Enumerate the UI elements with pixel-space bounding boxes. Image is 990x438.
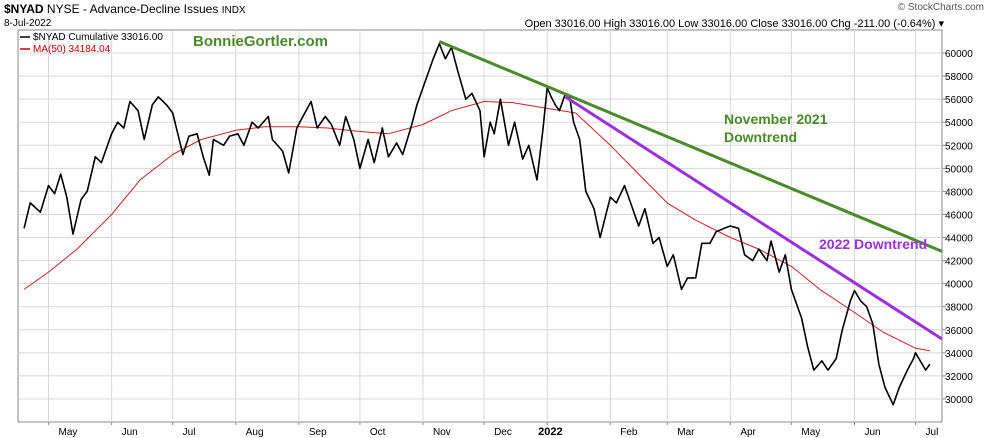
ma50-line	[23, 101, 930, 352]
x-tick-label: Jun	[864, 427, 880, 438]
exchange-label: INDX	[221, 5, 246, 16]
november-2021-downtrend-line	[438, 40, 943, 253]
y-tick-label: 32000	[945, 372, 973, 383]
nyad-cumulative-line	[23, 43, 931, 406]
x-tick-label: Jul	[183, 427, 196, 438]
y-tick-label: 58000	[945, 72, 973, 83]
watermark: © StockCharts.com	[897, 2, 984, 13]
x-tick-label: May	[801, 427, 820, 438]
y-tick-label: 36000	[945, 326, 973, 337]
x-tick-label: Feb	[620, 427, 638, 438]
legend-label: MA(50) 34184.04	[33, 44, 111, 55]
legend-label: $NYAD Cumulative 33016.00	[33, 32, 163, 43]
symbol-description: NYSE - Advance-Decline Issues	[46, 2, 219, 16]
chart-symbol: $NYAD NYSE - Advance-Decline Issues INDX	[4, 2, 246, 16]
y-tick-label: 54000	[945, 118, 973, 129]
y-tick-label: 56000	[945, 95, 973, 106]
x-tick-label: Mar	[677, 427, 695, 438]
y-tick-label: 44000	[945, 234, 973, 245]
y-tick-label: 50000	[945, 164, 973, 175]
symbol-label: $NYAD	[4, 2, 44, 16]
y-tick-label: 34000	[945, 349, 973, 360]
x-tick-label: 2022	[538, 426, 562, 438]
x-tick-label: Dec	[494, 427, 512, 438]
y-tick-label: 52000	[945, 141, 973, 152]
x-tick-label: Aug	[246, 427, 264, 438]
x-tick-label: Apr	[740, 427, 756, 438]
x-tick-label: Jun	[122, 427, 138, 438]
november-2021-downtrend-label: Downtrend	[724, 129, 797, 145]
x-tick-label: May	[59, 427, 78, 438]
site-annotation: BonnieGortler.com	[193, 33, 328, 50]
y-tick-label: 38000	[945, 303, 973, 314]
y-tick-label: 30000	[945, 395, 973, 406]
plot-frame	[17, 29, 943, 423]
2022-downtrend-line	[564, 95, 943, 341]
x-tick-label: Jul	[926, 427, 939, 438]
chart-date: 8-Jul-2022	[4, 18, 52, 29]
y-tick-label: 40000	[945, 280, 973, 291]
x-tick-label: Nov	[433, 427, 451, 438]
y-tick-label: 60000	[945, 49, 973, 60]
november-2021-downtrend-label: November 2021	[724, 111, 828, 127]
y-tick-label: 46000	[945, 210, 973, 221]
ohlc-readout: Open 33016.00 High 33016.00 Low 33016.00…	[524, 18, 944, 30]
x-tick-label: Oct	[370, 427, 386, 438]
2022-downtrend-label: 2022 Downtrend	[819, 236, 927, 252]
x-tick-label: Sep	[309, 427, 327, 438]
y-tick-label: 48000	[945, 187, 973, 198]
y-tick-label: 42000	[945, 257, 973, 268]
